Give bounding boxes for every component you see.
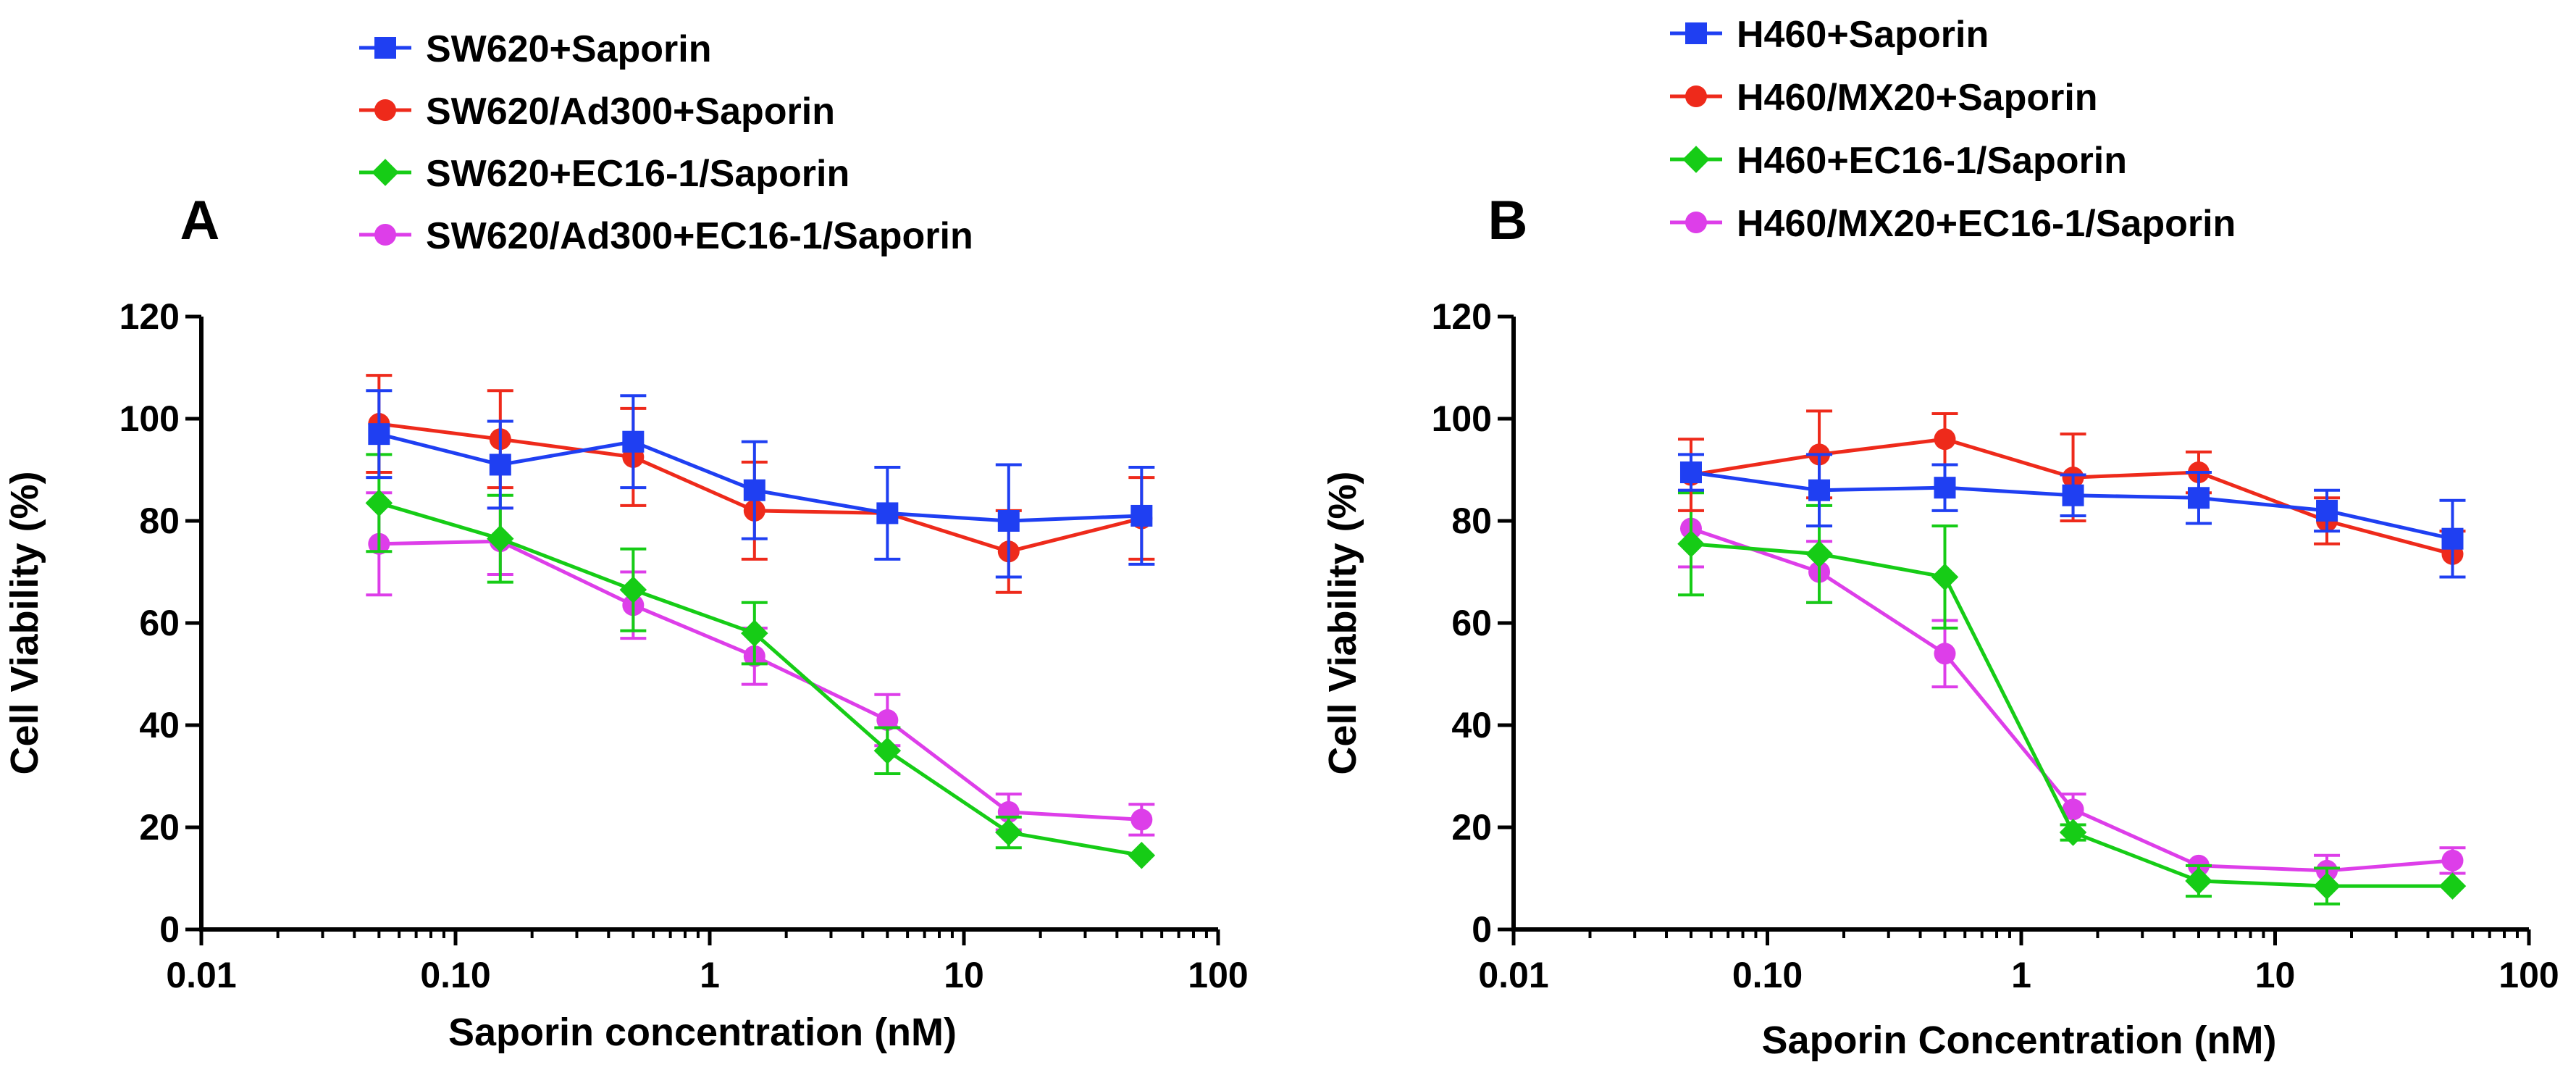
- legend-label: SW620/Ad300+EC16-1/Saporin: [426, 215, 973, 257]
- data-point: [873, 737, 902, 764]
- data-point: [2441, 849, 2464, 872]
- legend-marker: [372, 159, 399, 186]
- data-point: [365, 489, 393, 517]
- data-point: [1934, 477, 1956, 499]
- y-tick-label: 80: [139, 501, 180, 541]
- y-tick-label: 40: [139, 705, 180, 745]
- y-tick-label: 60: [139, 603, 180, 643]
- y-tick-label: 80: [1451, 501, 1492, 541]
- panel-letter: B: [1488, 190, 1528, 251]
- panel-b: B 0.01 0.10 1 10 100 0 20 40 60 80 100 120 Saporin Co…: [1321, 14, 2559, 1062]
- data-point: [2185, 867, 2212, 895]
- legend-entry: SW620/Ad300+Saporin: [359, 91, 835, 133]
- data-point: [2316, 499, 2338, 522]
- y-tick-label: 0: [1472, 909, 1492, 950]
- legend-entry: H460+EC16-1/Saporin: [1670, 140, 2127, 182]
- panel-a: A 0.01 0.10 1 10 100 0 20 40 60 80 100 120 Saporin co…: [3, 28, 1249, 1054]
- series-2: [365, 453, 1156, 869]
- data-point: [876, 502, 899, 524]
- legend-label: SW620+EC16-1/Saporin: [426, 153, 849, 195]
- legend-entry: H460+Saporin: [1670, 14, 1989, 56]
- legend-marker: [374, 37, 396, 59]
- y-tick-label: 100: [119, 398, 180, 439]
- y-tick-label: 20: [1451, 807, 1492, 848]
- legend-marker: [1685, 22, 1707, 44]
- y-tick-label: 100: [1432, 398, 1492, 439]
- legend-label: H460+Saporin: [1737, 14, 1989, 56]
- x-tick-label: 0.10: [420, 955, 490, 995]
- data-point: [1934, 643, 1956, 665]
- legend-marker: [1685, 85, 1707, 107]
- x-tick-label: 100: [1188, 955, 1248, 995]
- x-tick-label: 1: [700, 955, 720, 995]
- legend-label: H460/MX20+Saporin: [1737, 77, 2098, 119]
- x-axis-title: Saporin Concentration (nM): [1762, 1019, 2277, 1062]
- y-tick-label: 120: [1432, 296, 1492, 337]
- x-tick-label: 1: [2011, 955, 2031, 995]
- data-point: [487, 524, 514, 553]
- x-tick-label: 10: [2255, 955, 2296, 995]
- legend-marker: [1682, 146, 1710, 173]
- data-point: [743, 479, 765, 501]
- y-tick-label: 120: [119, 296, 180, 337]
- x-tick-label: 0.01: [1478, 955, 1548, 995]
- x-tick-label: 10: [944, 955, 984, 995]
- y-tick-label: 40: [1451, 705, 1492, 745]
- series-line: [378, 501, 1142, 858]
- data-point: [1679, 461, 1702, 484]
- data-point: [2187, 487, 2210, 509]
- y-axis-title: Cell Viability (%): [1321, 471, 1364, 774]
- legend-label: H460/MX20+EC16-1/Saporin: [1737, 203, 2236, 245]
- legend-entry: SW620/Ad300+EC16-1/Saporin: [359, 215, 973, 257]
- data-point: [997, 510, 1020, 532]
- y-axis-title: Cell Viability (%): [3, 471, 46, 774]
- data-point: [995, 819, 1023, 846]
- y-tick-label: 0: [159, 909, 180, 950]
- data-point: [2062, 798, 2084, 821]
- data-point: [1805, 540, 1833, 568]
- data-point: [2441, 527, 2464, 550]
- panel-letter: A: [180, 190, 220, 251]
- y-tick-label: 60: [1451, 603, 1492, 643]
- series-2: [1677, 491, 2467, 906]
- data-point: [1934, 428, 1956, 451]
- data-point: [622, 430, 645, 453]
- data-point: [489, 454, 511, 476]
- data-point: [876, 709, 899, 731]
- legend-entry: SW620+Saporin: [359, 28, 711, 70]
- data-point: [368, 423, 390, 446]
- legend-label: SW620/Ad300+Saporin: [426, 91, 835, 133]
- series-0: [366, 389, 1155, 579]
- legend-marker: [374, 224, 396, 246]
- data-point: [1130, 504, 1153, 527]
- x-tick-label: 0.01: [166, 955, 236, 995]
- data-point: [2438, 872, 2467, 900]
- legend-marker: [1685, 212, 1707, 233]
- data-point: [1931, 563, 1959, 591]
- data-point: [1130, 808, 1153, 831]
- data-point: [2062, 484, 2084, 506]
- data-point: [741, 619, 768, 647]
- data-point: [619, 576, 647, 603]
- x-tick-label: 100: [2499, 955, 2559, 995]
- data-point: [1128, 842, 1156, 869]
- legend-label: H460+EC16-1/Saporin: [1737, 140, 2127, 182]
- data-point: [2059, 819, 2087, 846]
- legend-label: SW620+Saporin: [426, 28, 711, 70]
- series-0: [1677, 453, 2466, 579]
- y-tick-label: 20: [139, 807, 180, 848]
- legend-entry: H460/MX20+EC16-1/Saporin: [1670, 203, 2236, 245]
- data-point: [1808, 479, 1831, 501]
- legend-entry: H460/MX20+Saporin: [1670, 77, 2098, 119]
- legend-entry: SW620+EC16-1/Saporin: [359, 153, 849, 195]
- x-axis-title: Saporin concentration (nM): [448, 1011, 957, 1054]
- x-tick-label: 0.10: [1732, 955, 1803, 995]
- data-point: [2313, 872, 2341, 900]
- legend-marker: [374, 99, 396, 121]
- data-point: [1677, 530, 1705, 558]
